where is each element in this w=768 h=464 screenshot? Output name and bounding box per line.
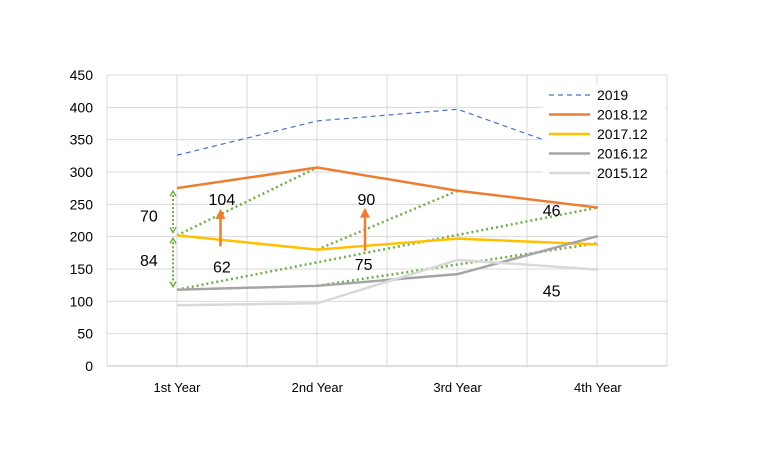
arrow-head (169, 281, 177, 289)
annotation-label: 45 (543, 283, 561, 300)
legend-label: 2015.12 (597, 165, 648, 181)
y-tick-label: 0 (85, 358, 93, 374)
up-arrow-head (360, 207, 371, 218)
series-line-2017-12 (176, 234, 598, 251)
y-tick-label: 250 (70, 196, 94, 212)
series-line-2016-12 (176, 234, 599, 291)
x-axis: 1st Year 2nd Year 3rd Year 4th Year (154, 380, 623, 395)
grid (106, 74, 668, 367)
x-tick-label: 1st Year (154, 380, 202, 395)
annotation-label: 70 (140, 208, 158, 225)
legend-label: 2018.12 (597, 107, 648, 123)
legend: 2019 2018.12 2017.12 2016.12 2015.12 (543, 84, 665, 181)
dotted-guides (176, 166, 599, 291)
y-tick-label: 100 (70, 293, 94, 309)
y-tick-label: 450 (70, 67, 94, 83)
annotation-label: 84 (140, 253, 158, 270)
dotted-guide-line (176, 206, 599, 291)
legend-box (543, 84, 665, 174)
annotation-label: 75 (355, 257, 373, 274)
y-tick-label: 350 (70, 132, 94, 148)
arrow-head (169, 236, 177, 244)
series-line-2019 (176, 108, 599, 160)
series-line-2015-12 (176, 258, 598, 307)
arrow-head (169, 189, 177, 197)
legend-label: 2017.12 (597, 126, 648, 142)
dotted-guide-line (317, 241, 599, 288)
y-tick-label: 300 (70, 164, 94, 180)
up-arrow-head (215, 208, 226, 219)
series-line-2018-12 (176, 166, 599, 209)
x-tick-label: 4th Year (574, 380, 622, 395)
legend-label: 2019 (597, 87, 628, 103)
series-lines (176, 108, 599, 307)
annotation-label: 104 (209, 192, 236, 209)
annotation-label: 90 (358, 192, 376, 209)
annotations: 70 84 104 62 90 75 46 45 (140, 192, 561, 300)
dotted-guide-line (316, 189, 459, 251)
y-tick-label: 50 (77, 326, 93, 342)
annotation-label: 62 (213, 259, 231, 276)
arrow-head (169, 226, 177, 234)
y-axis: 0 50 100 150 200 250 300 350 400 450 (70, 67, 94, 374)
dotted-guide-line (176, 166, 318, 237)
arrows (169, 189, 371, 289)
legend-label: 2016.12 (597, 146, 648, 162)
x-tick-label: 2nd Year (292, 380, 344, 395)
y-tick-label: 400 (70, 99, 94, 115)
x-tick-label: 3rd Year (433, 380, 482, 395)
annotation-label: 46 (543, 203, 561, 220)
y-tick-label: 200 (70, 229, 94, 245)
y-tick-label: 150 (70, 261, 94, 277)
